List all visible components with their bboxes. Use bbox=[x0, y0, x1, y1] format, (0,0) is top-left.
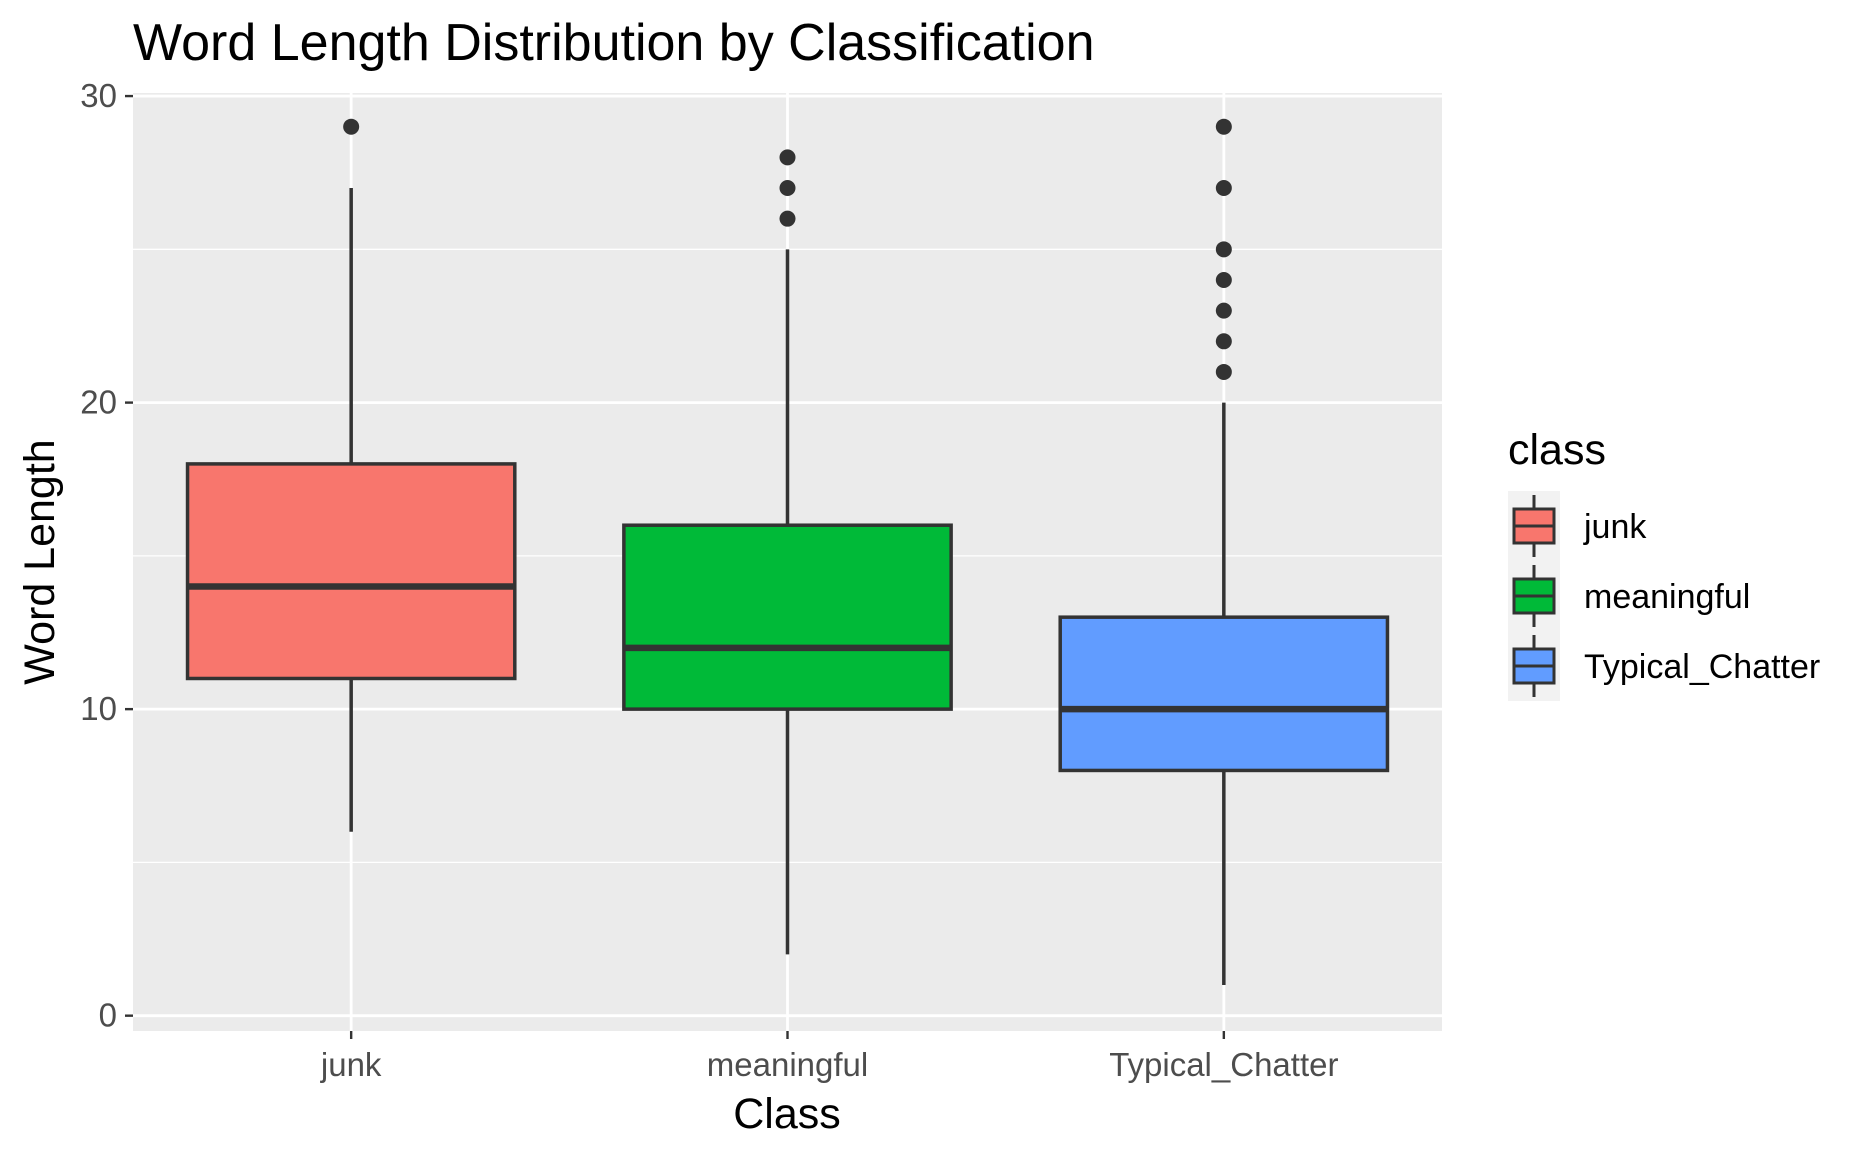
y-tick-label: 20 bbox=[80, 384, 117, 421]
legend-item-Typical_Chatter: Typical_Chatter bbox=[1512, 635, 1820, 697]
y-axis-title: Word Length bbox=[16, 439, 64, 684]
x-tick-label: Typical_Chatter bbox=[1109, 1046, 1338, 1083]
y-tick-label: 0 bbox=[99, 997, 117, 1034]
legend-item-junk: junk bbox=[1512, 495, 1647, 557]
box-meaningful bbox=[622, 149, 953, 955]
y-tick-label: 30 bbox=[80, 77, 117, 114]
box-junk bbox=[185, 118, 517, 832]
legend-items: junk meaningful Typical_Chatter bbox=[1508, 491, 1820, 701]
outlier-point bbox=[1215, 333, 1232, 350]
outlier-point bbox=[779, 210, 796, 227]
outlier-point bbox=[1215, 271, 1232, 288]
outlier-point bbox=[779, 180, 796, 197]
x-tick-label: junk bbox=[320, 1046, 382, 1083]
outlier-point bbox=[1215, 241, 1232, 258]
legend-label: meaningful bbox=[1584, 578, 1750, 616]
y-tick-label: 10 bbox=[80, 690, 117, 727]
box-layer bbox=[185, 118, 1390, 986]
outlier-point bbox=[1215, 180, 1232, 197]
legend-title: class bbox=[1508, 426, 1606, 474]
box-iqr bbox=[622, 523, 953, 711]
legend-label: junk bbox=[1583, 508, 1647, 546]
outlier-point bbox=[1215, 363, 1232, 380]
legend-label: Typical_Chatter bbox=[1584, 648, 1820, 686]
outlier-point bbox=[1215, 118, 1232, 135]
chart-title: Word Length Distribution by Classificati… bbox=[133, 14, 1095, 72]
outlier-point bbox=[779, 149, 796, 166]
x-axis-title: Class bbox=[733, 1090, 841, 1138]
legend-item-meaningful: meaningful bbox=[1512, 565, 1750, 627]
legend: class junk meaningful Typical_Chatter bbox=[1508, 426, 1820, 701]
box-iqr bbox=[185, 462, 517, 681]
outlier-point bbox=[1215, 302, 1232, 319]
outlier-point bbox=[343, 118, 360, 135]
box-iqr bbox=[1058, 615, 1390, 773]
x-tick-label: meaningful bbox=[707, 1046, 868, 1083]
box-Typical_Chatter bbox=[1058, 118, 1390, 986]
axis-layer: 0 10 20 30 junk meaningful Typical_Chatter bbox=[80, 77, 1338, 1083]
